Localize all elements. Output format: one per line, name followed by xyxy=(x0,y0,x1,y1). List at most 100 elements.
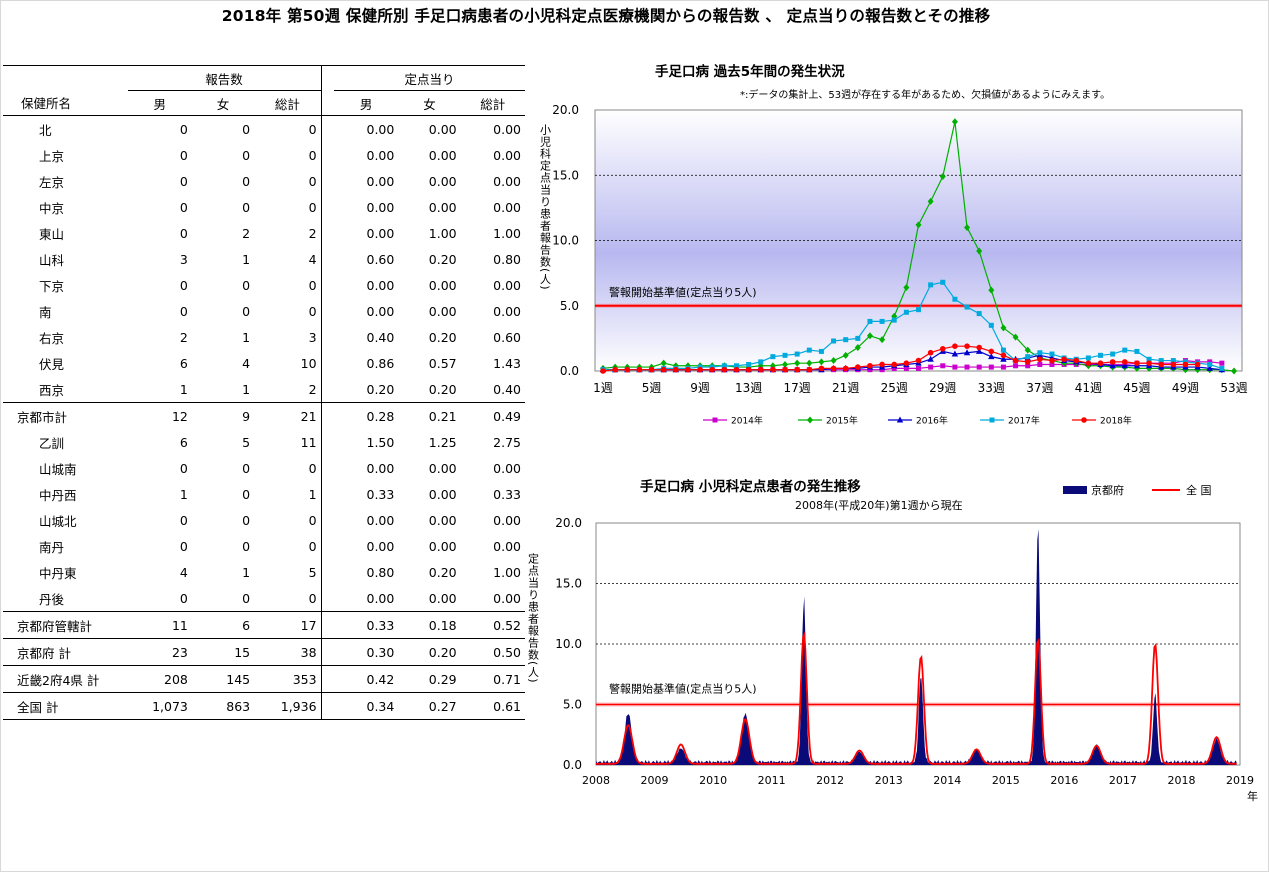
column-header: 女 xyxy=(423,96,436,112)
cell-value: 21 xyxy=(300,408,317,424)
cell-value: 0.20 xyxy=(428,644,457,660)
cell-value: 12 xyxy=(171,408,188,424)
cell-value: 0 xyxy=(179,121,188,137)
cell-value: 0.40 xyxy=(366,329,395,345)
cell-value: 1,073 xyxy=(152,698,188,714)
cell-value: 0 xyxy=(179,199,188,215)
cell-value: 0.00 xyxy=(493,590,521,606)
table-row: 西京 1 1 2 0.20 0.20 0.40 xyxy=(3,376,525,403)
cell-value: 0.80 xyxy=(493,251,521,267)
cell-value: 0 xyxy=(242,147,251,163)
cell-value: 0.80 xyxy=(366,564,395,580)
cell-value: 0.29 xyxy=(428,671,457,687)
cell-value: 11 xyxy=(300,434,317,450)
cell-value: 2 xyxy=(308,225,317,241)
row-name: 京都府 計 xyxy=(17,645,71,661)
cell-value: 145 xyxy=(226,671,251,687)
cell-value: 353 xyxy=(292,671,317,687)
row-name: 中丹東 xyxy=(39,565,77,581)
cell-value: 0.00 xyxy=(428,590,457,606)
table-row: 近畿2府4県 計 208 145 353 0.42 0.29 0.71 xyxy=(3,665,525,693)
row-name: 京都府管轄計 xyxy=(17,618,93,634)
cell-value: 4 xyxy=(242,355,251,371)
cell-value: 4 xyxy=(308,251,317,267)
cell-value: 0.40 xyxy=(493,381,521,397)
row-name: 山城南 xyxy=(39,461,77,477)
row-name: 乙訓 xyxy=(39,435,65,451)
table-row: 南丹 0 0 0 0.00 0.00 0.00 xyxy=(3,533,525,559)
cell-value: 0.20 xyxy=(428,251,457,267)
row-name: 中丹西 xyxy=(39,487,77,503)
cell-value: 0 xyxy=(242,173,251,189)
cell-value: 0.00 xyxy=(366,512,395,528)
cell-value: 0 xyxy=(179,277,188,293)
cell-value: 0 xyxy=(308,303,317,319)
table-row: 山城南 0 0 0 0.00 0.00 0.00 xyxy=(3,455,525,481)
cell-value: 0.57 xyxy=(428,355,457,371)
cell-value: 0.28 xyxy=(366,408,395,424)
column-header: 総計 xyxy=(480,96,506,112)
page-title: 2018年 第50週 保健所別 手足口病患者の小児科定点医療機関からの報告数 、… xyxy=(221,7,991,25)
cell-value: 2 xyxy=(179,329,188,345)
header-group-per-sentinel: 定点当り xyxy=(334,65,525,91)
table-row: 京都府管轄計 11 6 17 0.33 0.18 0.52 xyxy=(3,611,525,639)
cell-value: 1 xyxy=(242,381,251,397)
cell-value: 0.00 xyxy=(493,173,521,189)
cell-value: 1.25 xyxy=(428,434,457,450)
cell-value: 15 xyxy=(234,644,251,660)
table-row: 上京 0 0 0 0.00 0.00 0.00 xyxy=(3,142,525,168)
cell-value: 0 xyxy=(308,460,317,476)
table-row: 中丹西 1 0 1 0.33 0.00 0.33 xyxy=(3,481,525,507)
cell-value: 0.00 xyxy=(428,173,457,189)
cell-value: 0 xyxy=(242,303,251,319)
table-row: 下京 0 0 0 0.00 0.00 0.00 xyxy=(3,272,525,298)
cell-value: 1.43 xyxy=(493,355,521,371)
cell-value: 0 xyxy=(179,147,188,163)
cell-value: 1 xyxy=(308,486,317,502)
cell-value: 0 xyxy=(308,173,317,189)
table-row: 東山 0 2 2 0.00 1.00 1.00 xyxy=(3,220,525,246)
chart2-title: 手足口病 小児科定点患者の発生推移 xyxy=(640,479,861,495)
cell-value: 0 xyxy=(179,173,188,189)
column-header: 男 xyxy=(153,96,166,112)
row-name: 山城北 xyxy=(39,513,77,529)
cell-value: 1 xyxy=(179,486,188,502)
cell-value: 3 xyxy=(308,329,317,345)
row-name: 近畿2府4県 計 xyxy=(17,672,100,688)
cell-value: 0.00 xyxy=(493,538,521,554)
cell-value: 17 xyxy=(300,617,317,633)
table-row: 全国 計 1,073 863 1,936 0.34 0.27 0.61 xyxy=(3,692,525,720)
cell-value: 6 xyxy=(242,617,251,633)
column-header: 総計 xyxy=(274,96,300,112)
cell-value: 0.00 xyxy=(366,173,395,189)
cell-value: 0.34 xyxy=(366,698,395,714)
cell-value: 0.00 xyxy=(428,512,457,528)
cell-value: 0 xyxy=(308,512,317,528)
cell-value: 0.18 xyxy=(428,617,457,633)
cell-value: 1,936 xyxy=(280,698,317,714)
cell-value: 5 xyxy=(308,564,317,580)
row-name: 山科 xyxy=(39,252,65,268)
cell-value: 0.86 xyxy=(366,355,395,371)
row-name: 右京 xyxy=(39,330,65,346)
cell-value: 0 xyxy=(308,121,317,137)
cell-value: 38 xyxy=(300,644,317,660)
cell-value: 0.00 xyxy=(366,538,395,554)
cell-value: 0.00 xyxy=(428,277,457,293)
table-row: 京都市計 12 9 21 0.28 0.21 0.49 xyxy=(3,402,525,429)
cell-value: 0.00 xyxy=(428,486,457,502)
cell-value: 0.00 xyxy=(493,512,521,528)
row-name: 左京 xyxy=(39,174,65,190)
cell-value: 0.30 xyxy=(366,644,395,660)
cell-value: 0 xyxy=(242,460,251,476)
cell-value: 1 xyxy=(242,564,251,580)
row-name: 西京 xyxy=(39,382,65,398)
cell-value: 0.00 xyxy=(493,460,521,476)
cell-value: 0.00 xyxy=(366,277,395,293)
cell-value: 0.00 xyxy=(366,121,395,137)
cell-value: 0.00 xyxy=(493,277,521,293)
cell-value: 0.33 xyxy=(366,486,395,502)
cell-value: 6 xyxy=(179,355,188,371)
cell-value: 0 xyxy=(242,121,251,137)
cell-value: 0 xyxy=(242,199,251,215)
